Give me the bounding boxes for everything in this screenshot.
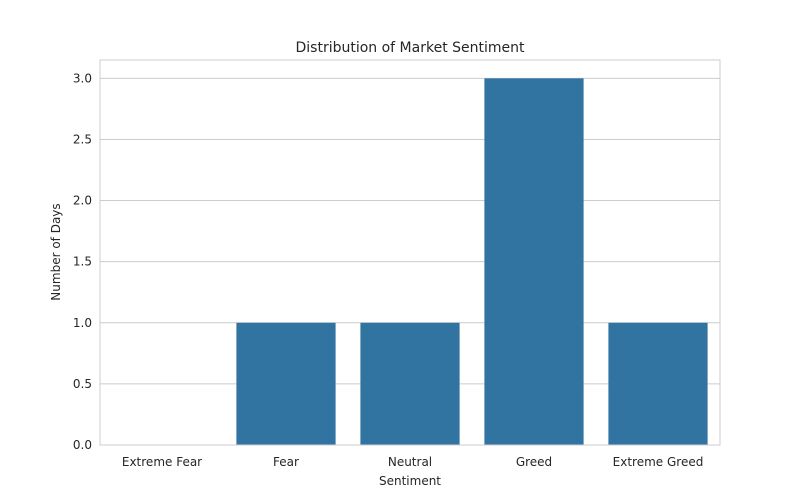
bars [236, 78, 708, 445]
x-axis-label: Sentiment [379, 474, 441, 488]
y-tick-label: 2.0 [73, 194, 92, 208]
y-tick-label: 3.0 [73, 71, 92, 85]
y-tick-label: 1.0 [73, 316, 92, 330]
bar-greed [484, 78, 584, 445]
x-tick-label: Extreme Fear [122, 455, 202, 469]
x-tick-labels: Extreme Fear Fear Neutral Greed Extreme Gree… [122, 455, 703, 469]
plot-frame [99, 59, 721, 446]
bar-extreme-greed [608, 322, 708, 445]
y-tick-label: 1.5 [73, 255, 92, 269]
bar-neutral [360, 322, 460, 445]
x-tick-label: Extreme Greed [613, 455, 704, 469]
y-tick-label: 0.5 [73, 377, 92, 391]
x-tick-label: Neutral [388, 455, 432, 469]
y-tick-label: 2.5 [73, 132, 92, 146]
x-tick-label: Greed [516, 455, 552, 469]
plot-border [99, 59, 721, 446]
y-axis-label: Number of Days [49, 203, 63, 300]
y-tick-labels: 0.0 0.5 1.0 1.5 2.0 2.5 3.0 [73, 71, 92, 452]
y-tick-label: 0.0 [73, 438, 92, 452]
x-tick-label: Fear [273, 455, 299, 469]
chart-title: Distribution of Market Sentiment [295, 40, 525, 56]
bar-fear [236, 322, 336, 445]
